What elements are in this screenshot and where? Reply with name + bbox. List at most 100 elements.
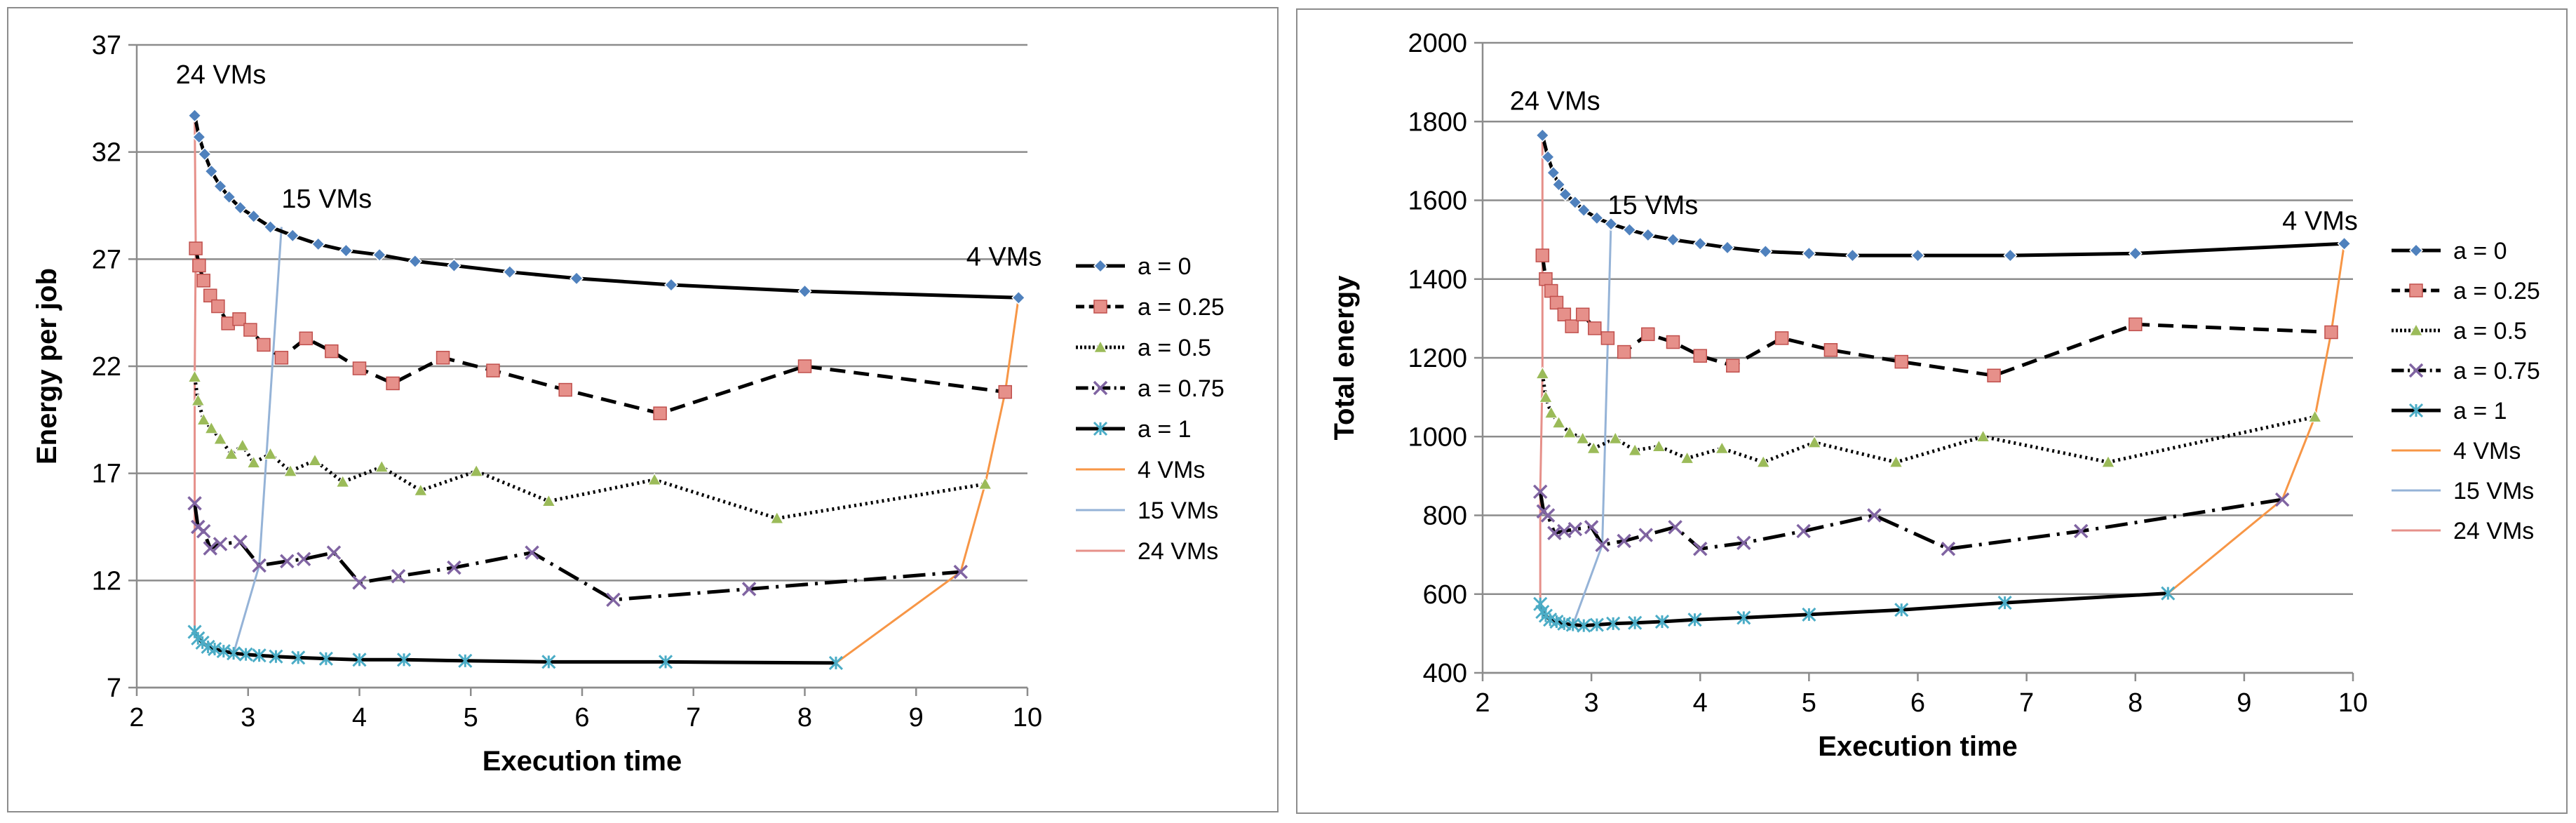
data-point [196,413,211,426]
x-tick-label: 7 [686,703,701,732]
y-tick-label: 37 [92,31,121,60]
data-point [1652,439,1666,452]
data-point [447,560,461,575]
data-point [1726,359,1740,373]
data-point [1563,425,1577,439]
legend-label: a = 0.25 [2453,278,2540,305]
data-point [269,649,283,664]
data-point [541,655,556,669]
legend-label: 15 VMs [2453,478,2534,504]
y-tick-label: 32 [92,138,121,168]
legend-label: 24 VMs [2453,518,2534,544]
legend-marker [2408,243,2424,258]
data-point [203,288,217,302]
data-point [1575,307,1590,322]
data-point [189,241,203,255]
data-point [396,653,412,667]
data-point [663,277,679,293]
data-point [1595,537,1610,552]
x-axis-label: Execution time [1818,731,2018,762]
legend: a = 0 a = 0.25 a = 0.5 a = 0.75 a = 1 4 VMs 15… [1076,253,1225,565]
series-a-0 [187,108,1026,305]
data-point [1567,195,1582,210]
data-point [1720,240,1735,255]
data-point [1640,227,1655,242]
data-point [1976,429,1990,442]
data-point [352,575,367,590]
legend-label: a = 1 [2453,398,2507,424]
data-point [243,323,257,337]
gridlines [137,44,1027,689]
y-tick-label: 22 [92,352,121,382]
data-point [224,447,238,460]
annotation-label: 24 VMs [176,60,267,90]
data-point [246,455,261,469]
x-tick-label: 3 [241,703,255,732]
data-point [238,647,253,662]
data-point [285,228,300,243]
data-point [2274,492,2290,507]
data-point [204,164,219,179]
data-point [1565,319,1579,333]
data-point [978,476,992,490]
data-point [1535,128,1550,142]
data-point [1910,248,1925,263]
series-a-0-25 [189,241,1012,420]
data-point [1011,290,1026,305]
data-point [1737,610,1751,625]
y-tick-label: 12 [92,566,121,596]
x-tick-label: 8 [797,703,812,732]
x-tick-label: 4 [352,703,367,732]
data-point [208,641,222,657]
x-tick-label: 9 [909,703,924,732]
data-point [386,376,400,391]
data-point [1889,455,1903,468]
data-point [1603,217,1619,232]
data-point [1628,615,1643,630]
legend-entry-24-vms: 24 VMs [2392,518,2534,544]
data-point [1617,344,1631,359]
data-point [372,248,387,262]
data-point [274,351,289,365]
data-point [502,265,517,279]
data-point [1533,596,1548,611]
series-a-1 [1533,586,2176,633]
legend-label: a = 0.75 [1138,375,1225,402]
legend-marker [1093,340,1107,353]
data-point [1544,283,1558,298]
x-axis-label: Execution time [483,746,682,777]
data-point [2101,455,2115,468]
data-point [211,299,225,314]
data-point [1774,331,1789,345]
data-point [1894,354,1908,369]
data-point [1606,616,1621,631]
series-a-0-25 [1535,248,2338,383]
data-point [213,179,228,194]
legend-marker [1093,300,1107,314]
data-point [653,406,667,420]
data-point [246,209,261,224]
legend-label: 24 VMs [1138,538,1218,565]
data-point [1628,443,1643,456]
data-point [647,472,662,486]
series-4-vms [835,297,1020,664]
data-point [458,653,473,668]
series-line-15-vms [232,227,283,654]
legend-entry-a-0-25: a = 0.25 [1076,294,1225,321]
series-line-a-1 [193,631,836,665]
data-point [1641,327,1655,342]
legend-entry-a-0-75: a = 0.75 [2392,358,2540,384]
y-tick-label: 2000 [1408,29,1467,58]
data-point [659,655,673,669]
y-tick-label: 1000 [1408,422,1467,452]
y-tick-label: 1800 [1408,107,1467,137]
data-point [1845,248,1860,263]
series-line-a-0-25 [194,248,1006,415]
data-point [192,258,206,273]
data-point [263,220,278,234]
data-point [197,147,212,161]
data-point [1546,166,1560,180]
legend-marker [1093,258,1108,274]
data-point [352,361,367,375]
data-point [1737,535,1751,551]
